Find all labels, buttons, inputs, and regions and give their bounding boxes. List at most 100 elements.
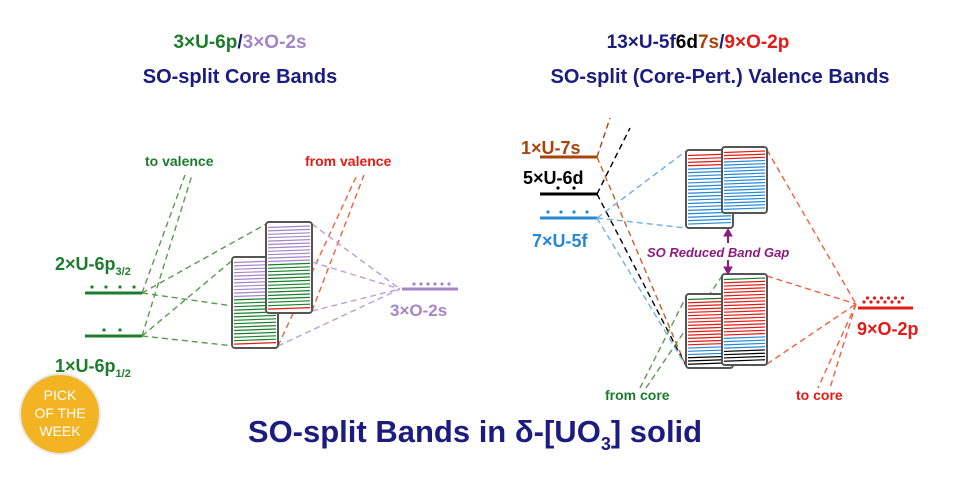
core-band-box-2 bbox=[265, 221, 313, 314]
dashed-connector bbox=[277, 174, 358, 347]
pick-of-the-week-badge[interactable]: PICK OF THE WEEK bbox=[19, 373, 101, 455]
band-stripe bbox=[723, 323, 766, 326]
band-stripe bbox=[723, 306, 766, 310]
level-6p12-label: 1×U-6p1/2 bbox=[55, 356, 131, 380]
band-stripe bbox=[233, 314, 277, 318]
electron-dot bbox=[426, 282, 430, 286]
band-stripe bbox=[723, 172, 766, 176]
band-stripe bbox=[723, 316, 766, 320]
band-stripe bbox=[687, 218, 732, 222]
electron-dot bbox=[132, 285, 136, 289]
band-stripe bbox=[723, 200, 766, 204]
band-stripe bbox=[267, 262, 311, 266]
band-stripe bbox=[723, 329, 766, 333]
dashed-connector bbox=[766, 275, 857, 305]
band-stripe bbox=[723, 283, 766, 287]
band-gap-label: SO Reduced Band Gap bbox=[647, 245, 789, 260]
band-stripe bbox=[723, 352, 766, 356]
band-stripe bbox=[267, 307, 311, 310]
dashed-connector bbox=[277, 288, 401, 347]
band-stripe bbox=[267, 235, 311, 239]
to-core-label: to core bbox=[796, 387, 843, 403]
band-stripe bbox=[723, 319, 766, 323]
band-stripe bbox=[687, 215, 732, 218]
electron-dot bbox=[104, 285, 108, 289]
main-title: SO-split Bands in δ-[UO3] solid bbox=[248, 414, 702, 454]
band-stripe bbox=[723, 156, 766, 160]
electron-dot bbox=[890, 300, 894, 304]
dashed-connector bbox=[596, 217, 687, 367]
band-stripe bbox=[267, 283, 311, 286]
band-stripe bbox=[267, 273, 311, 276]
band-stripe bbox=[723, 339, 766, 343]
band-stripe bbox=[233, 318, 277, 321]
band-stripe bbox=[723, 204, 766, 207]
electron-dot bbox=[433, 282, 437, 286]
dashed-connector bbox=[141, 174, 186, 294]
to-valence-label: to valence bbox=[145, 153, 214, 169]
right-heading: 13×U-5f6d7s/9×O-2p bbox=[607, 32, 790, 53]
band-stripe bbox=[723, 175, 766, 179]
band-stripe bbox=[267, 245, 311, 249]
band-stripe bbox=[723, 287, 766, 290]
dashed-connector bbox=[596, 150, 687, 219]
electron-dot bbox=[900, 296, 905, 300]
connector-lines bbox=[85, 117, 913, 389]
band-stripe bbox=[723, 191, 766, 195]
band-stripe bbox=[267, 252, 311, 256]
electron-dot bbox=[886, 296, 891, 300]
dashed-connector bbox=[639, 296, 687, 389]
band-stripe bbox=[723, 326, 766, 330]
valence-band-box-2 bbox=[721, 273, 768, 366]
band-stripe bbox=[267, 296, 311, 300]
dashed-connector bbox=[596, 127, 631, 195]
band-stripe bbox=[723, 293, 766, 297]
band-stripe bbox=[723, 313, 766, 317]
band-stripe bbox=[687, 221, 732, 225]
dashed-connector bbox=[596, 217, 687, 229]
from-valence-label: from valence bbox=[305, 153, 392, 169]
band-stripe bbox=[267, 266, 311, 269]
band-stripe bbox=[723, 181, 766, 185]
band-gap-arrow bbox=[723, 227, 733, 276]
electron-dot bbox=[876, 300, 880, 304]
band-stripe bbox=[723, 197, 766, 201]
electron-dot bbox=[862, 300, 866, 304]
band-stripe bbox=[723, 159, 766, 163]
dashed-connector bbox=[311, 261, 401, 290]
dashed-connector bbox=[766, 303, 857, 365]
electron-dot bbox=[893, 296, 898, 300]
electron-dot bbox=[447, 282, 451, 286]
dashed-connector bbox=[141, 335, 235, 347]
band-stripe bbox=[723, 336, 766, 339]
electron-dot bbox=[879, 296, 884, 300]
band-stripe bbox=[233, 321, 277, 325]
level-7s-label: 1×U-7s bbox=[521, 138, 581, 158]
electron-dot bbox=[585, 210, 589, 214]
band-stripe bbox=[723, 169, 766, 173]
dashed-connector bbox=[141, 174, 193, 337]
dashed-connector bbox=[829, 303, 857, 389]
level-6d-label: 5×U-6d bbox=[523, 168, 584, 188]
band-stripe bbox=[723, 185, 766, 188]
electron-dot bbox=[419, 282, 423, 286]
band-stripe bbox=[723, 153, 766, 157]
band-stripe bbox=[723, 342, 766, 346]
band-stripe bbox=[723, 359, 766, 362]
dashed-connector bbox=[311, 288, 401, 312]
electron-dot bbox=[118, 285, 122, 289]
band-stripe bbox=[267, 276, 311, 280]
level-6p32-label: 2×U-6p3/2 bbox=[55, 254, 131, 278]
band-stripe bbox=[233, 342, 277, 345]
band-stripe bbox=[267, 239, 311, 242]
band-boxes bbox=[231, 146, 768, 369]
electron-dot bbox=[872, 296, 877, 300]
band-stripe bbox=[233, 335, 277, 338]
band-stripe bbox=[723, 163, 766, 166]
electron-dot bbox=[546, 210, 550, 214]
electron-dot bbox=[440, 282, 444, 286]
band-stripe bbox=[723, 332, 766, 336]
electron-dot bbox=[556, 186, 560, 190]
band-stripe bbox=[267, 279, 311, 283]
band-stripe bbox=[723, 310, 766, 313]
